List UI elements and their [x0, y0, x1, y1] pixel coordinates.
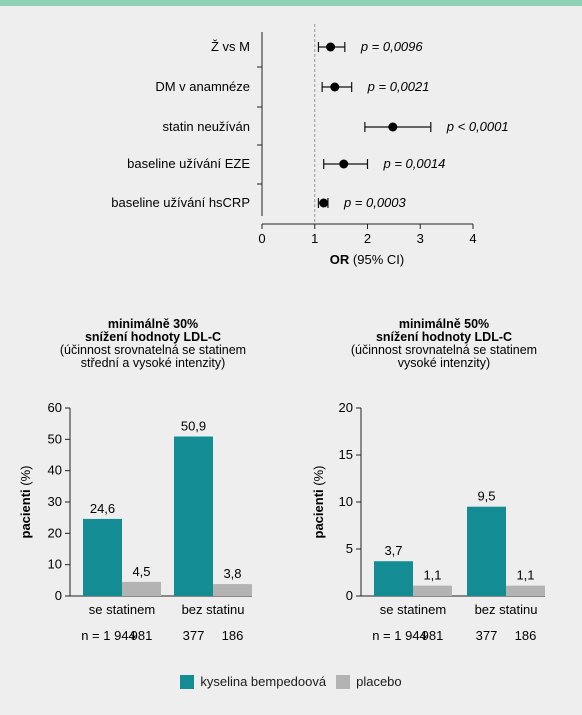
bar-y-tick-label: 50 — [48, 431, 62, 446]
bar-value-label: 3,7 — [384, 543, 402, 558]
top-accent-bar — [0, 0, 582, 6]
bar-y-axis-title-bold: pacienti — [18, 489, 33, 538]
forest-x-tick-label: 4 — [469, 231, 476, 246]
bar-y-tick-label: 10 — [48, 557, 62, 572]
bar-chart-title-line: minimálně 50% — [399, 317, 489, 331]
n-count-label: 377 — [183, 628, 205, 643]
forest-x-tick-label: 0 — [258, 231, 265, 246]
forest-x-tick-label: 3 — [417, 231, 424, 246]
bar-y-tick-label: 15 — [339, 447, 353, 462]
forest-row-label: baseline užívání hsCRP — [111, 195, 250, 210]
bar-value-label: 4,5 — [132, 564, 150, 579]
n-count-label: 186 — [222, 628, 244, 643]
bar-chart-subtitle-line: vysoké intenzity) — [398, 356, 490, 370]
bar-category-label: se statinem — [89, 602, 155, 617]
bar-placebo — [213, 584, 252, 596]
forest-p-value: p = 0,0003 — [343, 195, 407, 210]
n-count-label: 981 — [422, 628, 444, 643]
legend: kyselina bempedoová placebo — [0, 674, 582, 689]
bar-y-tick-label: 20 — [48, 525, 62, 540]
bar-y-tick-label: 0 — [55, 588, 62, 603]
bar-chart-subtitle-line: (účinnost srovnatelná se statinem — [60, 343, 246, 357]
forest-row-label: DM v anamnéze — [155, 79, 250, 94]
bar-value-label: 9,5 — [477, 489, 495, 504]
bar-y-tick-label: 0 — [346, 588, 353, 603]
bar-y-axis-title: pacienti (%) — [18, 466, 33, 539]
forest-row-label: Ž vs M — [211, 39, 250, 54]
legend-swatch-bempedoic — [180, 674, 195, 689]
bar-category-label: bez statinu — [475, 602, 538, 617]
forest-x-tick-label: 1 — [311, 231, 318, 246]
bar-y-tick-label: 60 — [48, 400, 62, 415]
forest-or-point — [319, 198, 329, 208]
bar-y-axis-title-bold: pacienti — [311, 489, 326, 538]
forest-x-axis-title: OR (95% CI) — [330, 252, 404, 267]
bar-y-tick-label: 30 — [48, 494, 62, 509]
forest-p-value: p = 0,0096 — [360, 39, 424, 54]
forest-or-point — [326, 42, 336, 52]
forest-or-point — [339, 159, 349, 169]
bar-y-tick-label: 40 — [48, 463, 62, 478]
legend-label-placebo: placebo — [356, 674, 402, 689]
bar-bempedoic — [467, 506, 506, 596]
bar-category-label: se statinem — [380, 602, 446, 617]
bar-value-label: 1,1 — [423, 568, 441, 583]
forest-x-axis-title-bold: OR — [330, 252, 350, 267]
n-count-label: 186 — [515, 628, 537, 643]
bar-placebo — [122, 581, 161, 596]
legend-item-placebo: placebo — [336, 674, 402, 689]
forest-x-tick-label: 2 — [364, 231, 371, 246]
bar-y-tick-label: 10 — [339, 494, 353, 509]
bar-y-axis-title-rest: (%) — [311, 466, 326, 490]
bar-bempedoic — [174, 436, 213, 596]
n-count-label: 981 — [131, 628, 153, 643]
bar-value-label: 50,9 — [181, 419, 206, 434]
forest-p-value: p = 0,0014 — [383, 156, 446, 171]
forest-or-point — [388, 122, 398, 132]
bar-value-label: 1,1 — [516, 568, 534, 583]
legend-swatch-placebo — [336, 674, 351, 689]
bar-value-label: 3,8 — [223, 566, 241, 581]
bar-y-axis-title: pacienti (%) — [311, 466, 326, 539]
n-count-label: 377 — [476, 628, 498, 643]
bar-y-tick-label: 20 — [339, 400, 353, 415]
bar-chart-subtitle-line: střední a vysoké intenzity) — [81, 356, 226, 370]
bar-placebo — [506, 585, 545, 596]
bar-placebo — [413, 585, 452, 596]
bar-category-label: bez statinu — [182, 602, 245, 617]
forest-row-label: baseline užívání EZE — [127, 156, 250, 171]
bar-y-axis-title-rest: (%) — [18, 466, 33, 490]
forest-row-label: statin neužíván — [163, 119, 250, 134]
forest-x-axis-title-rest: (95% CI) — [349, 252, 404, 267]
n-count-label: n = 1 944 — [81, 628, 136, 643]
bar-bempedoic — [374, 561, 413, 596]
forest-p-value: p < 0,0001 — [446, 119, 509, 134]
legend-item-bempedoic: kyselina bempedoová — [180, 674, 326, 689]
bar-chart-subtitle-line: (účinnost srovnatelná se statinem — [351, 343, 537, 357]
bar-value-label: 24,6 — [90, 501, 115, 516]
bar-chart-title-line: minimálně 30% — [108, 317, 198, 331]
legend-label-bempedoic: kyselina bempedoová — [200, 674, 327, 689]
n-count-label: n = 1 944 — [372, 628, 427, 643]
bar-chart-title-line: snížení hodnoty LDL-C — [376, 330, 512, 344]
forest-or-point — [330, 82, 340, 92]
bar-y-tick-label: 5 — [346, 541, 353, 556]
bar-chart-title-line: snížení hodnoty LDL-C — [85, 330, 221, 344]
forest-p-value: p = 0,0021 — [367, 79, 430, 94]
bar-bempedoic — [83, 518, 122, 596]
